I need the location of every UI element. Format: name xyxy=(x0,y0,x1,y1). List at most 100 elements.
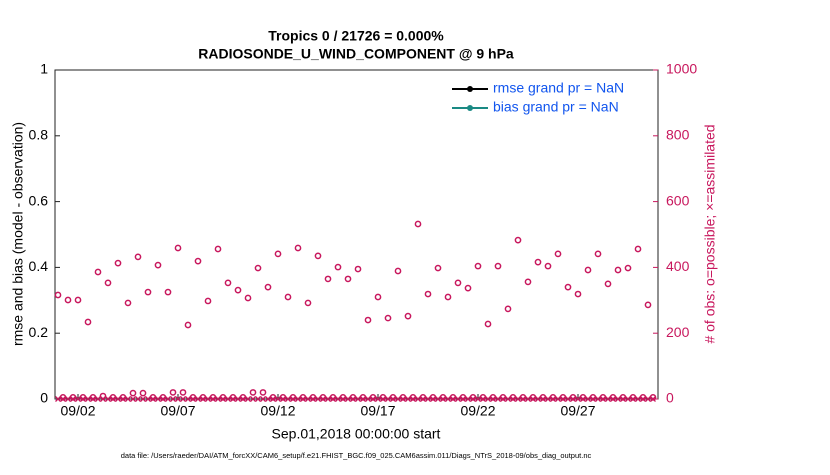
assimilated-marker xyxy=(355,396,361,402)
assimilated-marker xyxy=(625,396,631,402)
possible-marker xyxy=(534,258,542,266)
y2-tick-label: 600 xyxy=(666,192,690,208)
possible-marker xyxy=(274,250,282,258)
assimilated-marker xyxy=(180,396,186,402)
assimilated-marker xyxy=(170,396,176,402)
possible-marker xyxy=(194,257,202,265)
possible-marker xyxy=(114,259,122,267)
x-tick-label: 09/12 xyxy=(260,403,295,419)
assimilated-marker xyxy=(150,396,156,402)
assimilated-marker xyxy=(395,396,401,402)
assimilated-marker xyxy=(320,396,326,402)
assimilated-marker xyxy=(645,396,651,402)
possible-marker xyxy=(524,278,532,286)
possible-marker xyxy=(474,262,482,270)
x-tick-label: 09/07 xyxy=(160,403,195,419)
possible-marker xyxy=(364,316,372,324)
possible-marker xyxy=(414,220,422,228)
assimilated-marker xyxy=(480,396,486,402)
assimilated-marker xyxy=(85,396,91,402)
assimilated-marker xyxy=(460,396,466,402)
assimilated-marker xyxy=(415,396,421,402)
assimilated-marker xyxy=(360,396,366,402)
x-axis-label: Sep.01,2018 00:00:00 start xyxy=(272,426,441,442)
y-tick-label: 0.4 xyxy=(29,258,49,274)
assimilated-marker xyxy=(615,396,621,402)
possible-marker xyxy=(254,264,262,272)
assimilated-marker xyxy=(465,396,471,402)
possible-marker xyxy=(179,389,187,396)
assimilated-marker xyxy=(470,396,476,402)
assimilated-marker xyxy=(135,396,141,402)
y-tick-label: 0.2 xyxy=(29,324,49,340)
assimilated-marker xyxy=(350,396,356,402)
assimilated-marker xyxy=(270,396,276,402)
possible-marker xyxy=(234,286,242,294)
assimilated-marker xyxy=(300,396,306,402)
assimilated-marker xyxy=(605,396,611,402)
possible-marker xyxy=(634,245,642,253)
possible-marker xyxy=(214,245,222,253)
assimilated-marker xyxy=(535,396,541,402)
possible-marker xyxy=(249,389,257,396)
possible-marker xyxy=(154,261,162,269)
assimilated-marker xyxy=(265,396,271,402)
assimilated-marker xyxy=(280,396,286,402)
assimilated-marker xyxy=(490,396,496,402)
y2-tick-label: 800 xyxy=(666,127,690,143)
y2-tick-label: 1000 xyxy=(666,61,697,77)
possible-marker xyxy=(574,290,582,298)
assimilated-marker xyxy=(530,396,536,402)
assimilated-marker xyxy=(160,396,166,402)
assimilated-marker xyxy=(495,396,501,402)
assimilated-marker xyxy=(430,396,436,402)
possible-marker xyxy=(624,264,632,272)
possible-marker xyxy=(244,294,252,302)
assimilated-marker xyxy=(385,396,391,402)
assimilated-marker xyxy=(285,396,291,402)
assimilated-marker xyxy=(500,396,506,402)
assimilated-marker xyxy=(245,396,251,402)
assimilated-marker xyxy=(580,396,586,402)
assimilated-marker xyxy=(370,396,376,402)
possible-marker xyxy=(294,244,302,252)
assimilated-marker xyxy=(515,396,521,402)
assimilated-marker xyxy=(340,396,346,402)
possible-marker xyxy=(334,263,342,271)
possible-marker xyxy=(134,253,142,261)
assimilated-marker xyxy=(275,396,281,402)
possible-marker xyxy=(204,297,212,305)
possible-marker xyxy=(94,268,102,276)
possible-marker xyxy=(284,293,292,301)
possible-marker xyxy=(444,293,452,301)
possible-marker xyxy=(164,288,172,296)
assimilated-marker xyxy=(650,396,656,402)
possible-marker xyxy=(504,305,512,313)
assimilated-marker xyxy=(235,396,241,402)
assimilated-marker xyxy=(375,396,381,402)
assimilated-marker xyxy=(250,396,256,402)
y2-tick-label: 0 xyxy=(666,390,674,406)
assimilated-marker xyxy=(635,396,641,402)
assimilated-marker xyxy=(410,396,416,402)
assimilated-marker xyxy=(305,396,311,402)
assimilated-marker xyxy=(560,396,566,402)
assimilated-marker xyxy=(215,396,221,402)
legend-marker xyxy=(467,86,473,92)
assimilated-marker xyxy=(335,396,341,402)
chart-subtitle: RADIOSONDE_U_WIND_COMPONENT @ 9 hPa xyxy=(198,46,514,62)
assimilated-marker xyxy=(205,396,211,402)
assimilated-marker xyxy=(505,396,511,402)
assimilated-marker xyxy=(65,396,71,402)
assimilated-marker xyxy=(195,396,201,402)
assimilated-marker xyxy=(585,396,591,402)
possible-marker xyxy=(264,283,272,291)
possible-marker xyxy=(174,244,182,252)
y-tick-label: 1 xyxy=(40,61,48,77)
y2-tick-label: 400 xyxy=(666,258,690,274)
assimilated-marker xyxy=(520,396,526,402)
assimilated-marker xyxy=(420,396,426,402)
assimilated-marker xyxy=(75,396,81,402)
possible-marker xyxy=(484,320,492,328)
possible-marker xyxy=(594,250,602,258)
